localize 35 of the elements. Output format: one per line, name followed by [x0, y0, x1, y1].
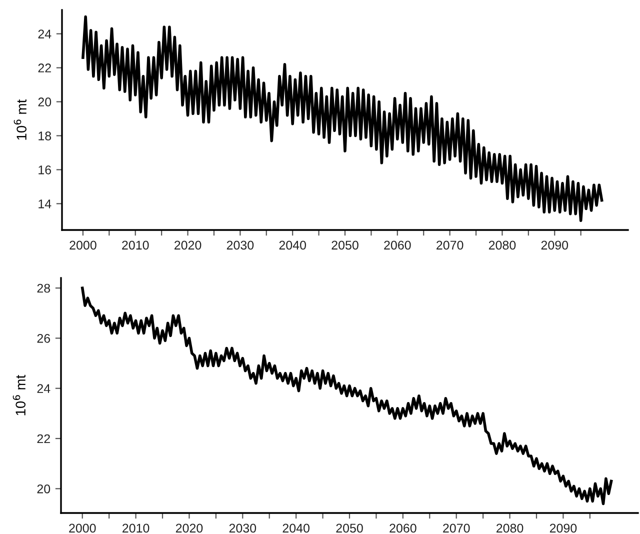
y-tick-label: 14 [38, 200, 52, 208]
x-tick-label: 2090 [550, 524, 577, 533]
x-tick-label: 2060 [384, 240, 411, 250]
y-axis-title: 10$^{6}$ mt [14, 99, 26, 140]
x-tick-label: 2050 [336, 524, 363, 533]
x-tick-label: 2060 [390, 524, 416, 533]
x-tick-label: 2000 [70, 240, 96, 250]
line-series [80, 286, 613, 506]
x-tick-label: 2080 [496, 524, 524, 533]
x-tick-label: 2050 [332, 240, 358, 250]
y-tick-label: 24 [38, 30, 52, 38]
x-tick-label: 2030 [226, 240, 254, 250]
y-tick-label: 16 [38, 165, 52, 174]
x-tick-label: 2010 [122, 524, 150, 533]
x-tick-label: 2070 [436, 240, 464, 250]
x-tick-label: 2070 [443, 524, 470, 533]
x-tick-label: 2040 [282, 524, 310, 533]
x-tick-label: 2040 [279, 240, 306, 250]
y-tick-label: 28 [37, 284, 50, 293]
x-tick-label: 2010 [122, 240, 149, 250]
y-tick-label: 20 [38, 98, 52, 106]
y-tick-label: 22 [37, 434, 50, 444]
line-series [82, 15, 604, 222]
x-tick-label: 2080 [488, 240, 516, 250]
x-tick-label: 2030 [229, 524, 256, 533]
y-axis-title: 10$^{6}$ mt [12, 374, 26, 416]
y-tick-label: 22 [38, 64, 51, 72]
y-tick-label: 24 [37, 384, 50, 393]
x-tick-label: 2090 [541, 240, 568, 250]
x-tick-label: 2020 [176, 524, 203, 533]
x-tick-label: 2020 [174, 240, 202, 250]
x-tick-label: 2000 [69, 524, 96, 533]
y-tick-label: 20 [37, 484, 50, 494]
y-tick-label: 18 [38, 132, 52, 140]
y-tick-label: 26 [37, 334, 50, 343]
